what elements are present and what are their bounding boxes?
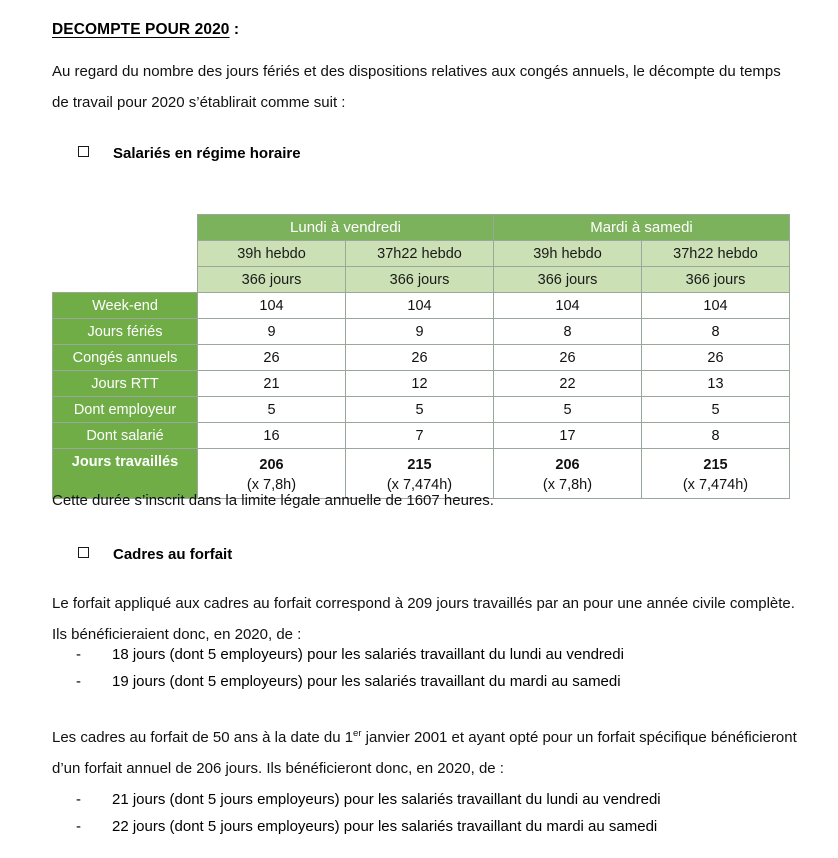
page-title: DECOMPTE POUR 2020 :: [52, 21, 239, 39]
row-label-jours-travailles: Jours travaillés: [52, 448, 198, 499]
dash-mark: -: [76, 646, 81, 663]
square-bullet-icon: [78, 146, 89, 157]
cadres-50ans-before-sup: Les cadres au forfait de 50 ans à la dat…: [52, 729, 354, 746]
cell-jours-feries-2: 8: [493, 318, 642, 345]
heading-forfait-label: Cadres au forfait: [113, 546, 233, 563]
cell-dont-employeur-0: 5: [197, 396, 346, 423]
cell-dont-employeur-1: 5: [345, 396, 494, 423]
list-item-text: 21 jours (dont 5 jours employeurs) pour …: [112, 791, 661, 808]
heading-horaire-label: Salariés en régime horaire: [113, 145, 301, 162]
cell-week-end-1: 104: [345, 292, 494, 319]
forfait-paragraph: Le forfait appliqué aux cadres au forfai…: [52, 595, 795, 643]
cell-jours-rtt-3: 13: [641, 370, 790, 397]
cell-week-end-2: 104: [493, 292, 642, 319]
cell-dont-salarie-2: 17: [493, 422, 642, 449]
heading-salaries-regime-horaire: Salariés en régime horaire: [78, 145, 301, 162]
cell-jours-feries-1: 9: [345, 318, 494, 345]
page-title-underlined: DECOMPTE POUR 2020: [52, 21, 230, 38]
dash-mark: -: [76, 673, 81, 690]
cadres-50ans-superscript: er: [353, 728, 362, 739]
table-corner-blank: [52, 214, 198, 241]
table-row: Dont employeur 5 5 5 5: [52, 396, 790, 423]
list-item-text: 18 jours (dont 5 employeurs) pour les sa…: [112, 646, 624, 663]
subheader-days-2: 366 jours: [493, 266, 642, 293]
table-corner-blank: [52, 266, 198, 293]
table-corner-blank: [52, 240, 198, 267]
total-subvalue-3: (x 7,474h): [682, 477, 749, 493]
page-title-suffix: :: [229, 21, 240, 38]
row-label-conges-annuels: Congés annuels: [52, 344, 198, 371]
dash-list-forfait-206: - 21 jours (dont 5 jours employeurs) pou…: [76, 786, 661, 840]
cell-jours-rtt-0: 21: [197, 370, 346, 397]
cell-jours-rtt-1: 12: [345, 370, 494, 397]
heading-cadres-au-forfait: Cadres au forfait: [78, 546, 232, 563]
decompte-table: Lundi à vendredi Mardi à samedi 39h hebd…: [52, 214, 790, 499]
dash-mark: -: [76, 818, 81, 835]
cell-jours-feries-3: 8: [641, 318, 790, 345]
cell-conges-annuels-0: 26: [197, 344, 346, 371]
subheader-days-1: 366 jours: [345, 266, 494, 293]
cell-dont-employeur-3: 5: [641, 396, 790, 423]
table-subheader-days-row: 366 jours 366 jours 366 jours 366 jours: [52, 266, 790, 293]
subheader-hours-2: 39h hebdo: [493, 240, 642, 267]
total-subvalue-0: (x 7,8h): [246, 477, 297, 493]
row-label-dont-salarie: Dont salarié: [52, 422, 198, 449]
intro-paragraph: Au regard du nombre des jours fériés et …: [52, 63, 781, 111]
subheader-days-0: 366 jours: [197, 266, 346, 293]
list-item-text: 22 jours (dont 5 jours employeurs) pour …: [112, 818, 658, 835]
table-row: Jours fériés 9 9 8 8: [52, 318, 790, 345]
list-item: - 19 jours (dont 5 employeurs) pour les …: [76, 668, 624, 695]
cell-jours-rtt-2: 22: [493, 370, 642, 397]
total-subvalue-1: (x 7,474h): [386, 477, 453, 493]
table-total-row: Jours travaillés 206 (x 7,8h) 215 (x 7,4…: [52, 448, 790, 499]
list-item: - 21 jours (dont 5 jours employeurs) pou…: [76, 786, 661, 813]
dash-mark: -: [76, 791, 81, 808]
cell-jours-travailles-3: 215 (x 7,474h): [641, 448, 790, 499]
table-row: Jours RTT 21 12 22 13: [52, 370, 790, 397]
subheader-days-3: 366 jours: [641, 266, 790, 293]
row-label-jours-rtt: Jours RTT: [52, 370, 198, 397]
list-item: - 22 jours (dont 5 jours employeurs) pou…: [76, 813, 661, 840]
subheader-hours-3: 37h22 hebdo: [641, 240, 790, 267]
total-value-3: 215: [703, 457, 728, 473]
row-label-week-end: Week-end: [52, 292, 198, 319]
subheader-hours-1: 37h22 hebdo: [345, 240, 494, 267]
list-item-text: 19 jours (dont 5 employeurs) pour les sa…: [112, 673, 621, 690]
total-value-2: 206: [555, 457, 580, 473]
cell-jours-travailles-2: 206 (x 7,8h): [493, 448, 642, 499]
table-row: Dont salarié 16 7 17 8: [52, 422, 790, 449]
group-header-mardi-samedi: Mardi à samedi: [493, 214, 790, 241]
table-row: Congés annuels 26 26 26 26: [52, 344, 790, 371]
total-subvalue-2: (x 7,8h): [542, 477, 593, 493]
row-label-jours-feries: Jours fériés: [52, 318, 198, 345]
cell-jours-feries-0: 9: [197, 318, 346, 345]
cell-dont-salarie-1: 7: [345, 422, 494, 449]
total-value-0: 206: [259, 457, 284, 473]
cadres-50ans-paragraph: Les cadres au forfait de 50 ans à la dat…: [52, 722, 804, 784]
total-value-1: 215: [407, 457, 432, 473]
row-label-dont-employeur: Dont employeur: [52, 396, 198, 423]
subheader-hours-0: 39h hebdo: [197, 240, 346, 267]
table-group-header-row: Lundi à vendredi Mardi à samedi: [52, 214, 790, 241]
list-item: - 18 jours (dont 5 employeurs) pour les …: [76, 641, 624, 668]
cell-dont-employeur-2: 5: [493, 396, 642, 423]
cell-week-end-3: 104: [641, 292, 790, 319]
square-bullet-icon: [78, 547, 89, 558]
table-subheader-hours-row: 39h hebdo 37h22 hebdo 39h hebdo 37h22 he…: [52, 240, 790, 267]
limite-legale-paragraph: Cette durée s’inscrit dans la limite lég…: [52, 492, 494, 509]
cell-dont-salarie-0: 16: [197, 422, 346, 449]
cell-dont-salarie-3: 8: [641, 422, 790, 449]
cadres-50ans-after-sup: janvier 2001 et ayant opté pour un forfa…: [52, 729, 797, 777]
cell-conges-annuels-3: 26: [641, 344, 790, 371]
cell-week-end-0: 104: [197, 292, 346, 319]
cell-conges-annuels-2: 26: [493, 344, 642, 371]
cell-jours-travailles-1: 215 (x 7,474h): [345, 448, 494, 499]
table-row: Week-end 104 104 104 104: [52, 292, 790, 319]
group-header-lundi-vendredi: Lundi à vendredi: [197, 214, 494, 241]
cell-conges-annuels-1: 26: [345, 344, 494, 371]
dash-list-forfait-209: - 18 jours (dont 5 employeurs) pour les …: [76, 641, 624, 695]
